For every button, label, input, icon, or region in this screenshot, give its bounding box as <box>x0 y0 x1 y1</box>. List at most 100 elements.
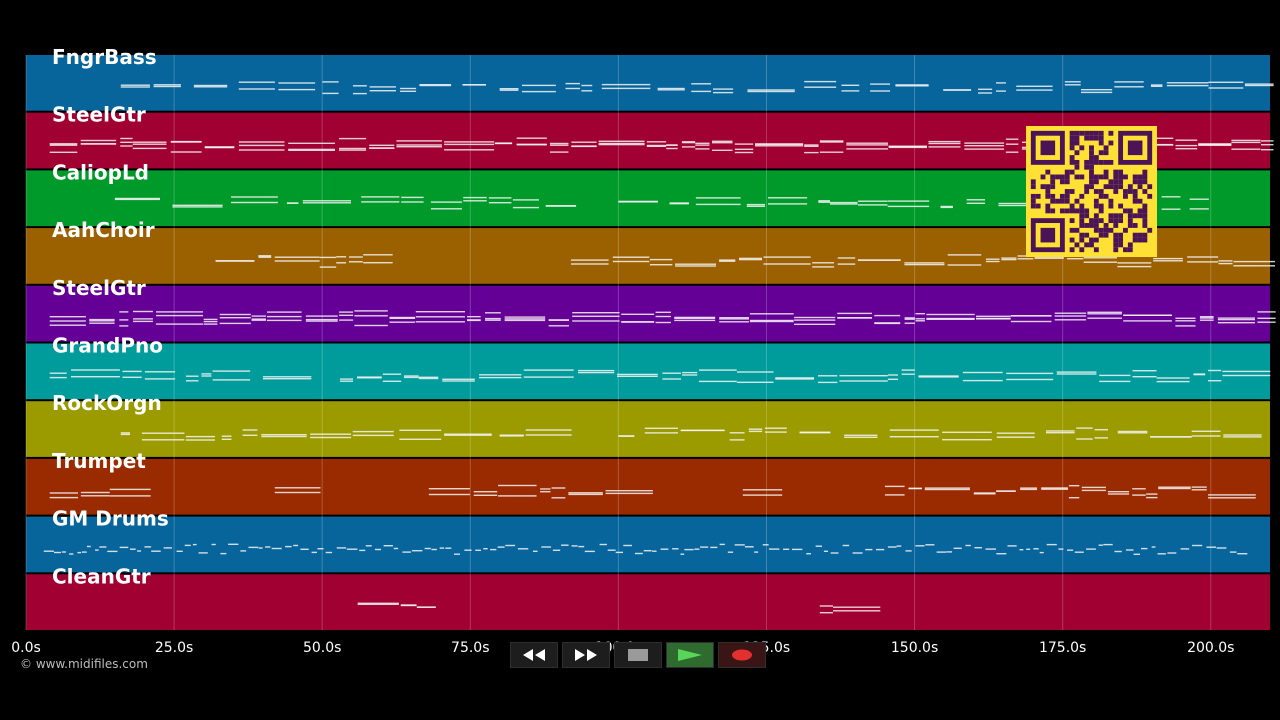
note-mark <box>1217 322 1255 324</box>
note-mark <box>352 430 394 433</box>
note-mark <box>819 140 844 142</box>
note-mark <box>719 260 736 262</box>
note-mark <box>837 263 856 265</box>
note-mark <box>615 551 624 554</box>
note-mark <box>924 487 970 489</box>
note-mark <box>870 90 891 92</box>
note-mark <box>884 485 905 488</box>
note-mark <box>1208 81 1244 83</box>
note-mark <box>1016 85 1053 87</box>
note-mark <box>837 257 856 259</box>
note-mark <box>488 202 512 204</box>
note-mark <box>1041 487 1068 489</box>
note-mark <box>727 551 734 553</box>
note-mark <box>621 313 655 315</box>
note-mark <box>120 84 150 86</box>
note-mark <box>570 259 609 261</box>
note-mark <box>242 429 258 431</box>
note-mark <box>887 546 897 548</box>
note-mark <box>607 549 616 551</box>
note-mark <box>768 197 808 199</box>
note-mark <box>1257 311 1276 313</box>
note-mark <box>120 141 133 143</box>
note-mark <box>1244 84 1274 87</box>
note-mark <box>712 140 733 142</box>
note-mark <box>238 88 275 90</box>
note-mark <box>479 374 522 376</box>
note-mark <box>846 148 889 150</box>
note-mark <box>712 149 733 151</box>
note-mark <box>571 545 578 547</box>
note-mark <box>713 91 734 94</box>
time-tick-label: 0.0s <box>11 640 41 656</box>
note-mark <box>119 546 129 549</box>
note-mark <box>521 84 556 87</box>
note-mark <box>251 319 266 321</box>
note-mark <box>584 550 595 553</box>
note-mark <box>755 145 804 147</box>
note-mark <box>1068 497 1080 499</box>
note-mark <box>498 484 537 487</box>
note-mark <box>356 376 382 378</box>
fast-forward-button[interactable] <box>562 642 610 668</box>
note-mark <box>833 610 881 612</box>
note-mark <box>1192 544 1203 547</box>
note-mark <box>310 433 352 435</box>
note-mark <box>1010 315 1052 317</box>
note-mark <box>120 145 133 147</box>
note-mark <box>844 434 878 436</box>
record-button[interactable] <box>718 642 766 668</box>
stop-button[interactable] <box>614 642 662 668</box>
note-mark <box>1067 549 1074 551</box>
note-mark <box>494 142 513 144</box>
note-mark <box>985 260 1000 263</box>
note-mark <box>498 495 537 497</box>
note-mark <box>742 494 783 496</box>
note-mark <box>1107 493 1130 495</box>
note-mark <box>565 87 580 90</box>
note-mark <box>570 263 609 265</box>
note-mark <box>499 435 524 437</box>
note-mark <box>172 204 223 206</box>
note-mark <box>479 376 522 379</box>
note-mark <box>1076 427 1093 429</box>
note-mark <box>1064 84 1081 86</box>
note-mark <box>652 550 657 552</box>
note-mark <box>120 86 150 88</box>
note-mark <box>1103 543 1113 546</box>
note-mark <box>346 548 358 550</box>
note-mark <box>874 314 901 317</box>
note-mark <box>119 325 129 327</box>
note-mark <box>193 86 228 88</box>
note-mark <box>419 84 452 86</box>
note-mark <box>201 375 212 377</box>
note-mark <box>1099 374 1131 377</box>
note-mark <box>674 317 716 319</box>
note-mark <box>466 319 481 322</box>
rewind-button[interactable] <box>510 642 558 668</box>
track-lane <box>26 458 1270 515</box>
play-button[interactable] <box>666 642 714 668</box>
note-mark <box>581 90 593 92</box>
note-mark <box>904 262 945 264</box>
note-mark <box>523 369 574 371</box>
note-mark <box>1191 486 1207 488</box>
note-mark <box>444 143 495 146</box>
note-mark <box>674 319 716 322</box>
note-mark <box>887 205 930 208</box>
note-mark <box>754 551 759 553</box>
note-mark <box>1237 553 1248 555</box>
note-mark <box>675 263 716 265</box>
time-tick-label: 200.0s <box>1187 640 1234 656</box>
note-mark <box>444 433 492 435</box>
note-mark <box>742 489 783 491</box>
note-mark <box>504 319 546 322</box>
note-mark <box>857 200 888 202</box>
note-mark <box>1064 81 1081 83</box>
note-mark <box>1151 546 1156 548</box>
note-mark <box>193 84 228 87</box>
note-mark <box>81 551 87 553</box>
note-mark <box>170 140 202 143</box>
note-mark <box>1199 316 1214 318</box>
